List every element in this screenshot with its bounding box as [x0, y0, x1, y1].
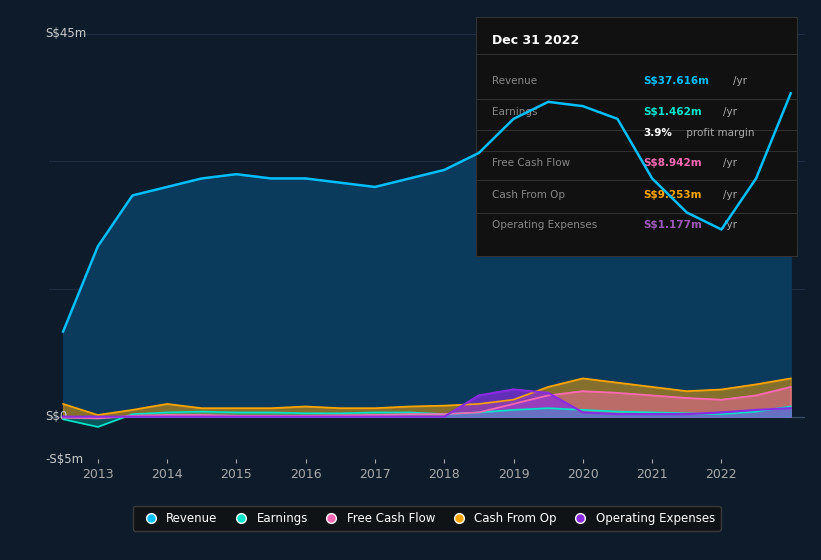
Text: S$45m: S$45m — [45, 27, 87, 40]
Text: S$0: S$0 — [45, 410, 68, 423]
Text: -S$5m: -S$5m — [45, 452, 84, 466]
Legend: Revenue, Earnings, Free Cash Flow, Cash From Op, Operating Expenses: Revenue, Earnings, Free Cash Flow, Cash … — [133, 506, 721, 531]
